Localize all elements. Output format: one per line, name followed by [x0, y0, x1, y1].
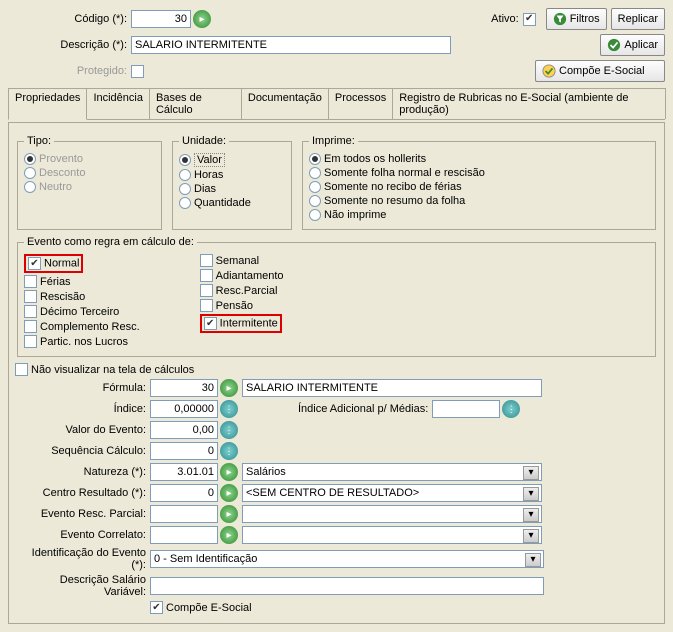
rescp-dropdown[interactable] [242, 505, 542, 523]
imprime-group: Imprime: Em todos os hollerits Somente f… [302, 135, 656, 230]
radio-recibo-ferias[interactable] [309, 181, 321, 193]
tab-registro[interactable]: Registro de Rubricas no E-Social (ambien… [392, 88, 666, 119]
formula-input[interactable] [150, 379, 218, 397]
valor-input[interactable] [150, 421, 218, 439]
radio-provento [24, 153, 36, 165]
radio-resumo-folha[interactable] [309, 195, 321, 207]
indice-add-input[interactable] [432, 400, 500, 418]
aplicar-button[interactable]: Aplicar [600, 34, 665, 56]
ident-dropdown[interactable]: 0 - Sem Identificação [150, 550, 544, 568]
chk-rescisao[interactable] [24, 290, 37, 303]
regra-group: Evento como regra em cálculo de: Normal … [17, 236, 656, 357]
centro-dropdown[interactable]: <SEM CENTRO DE RESULTADO> [242, 484, 542, 502]
radio-quantidade[interactable] [179, 197, 191, 209]
protegido-label: Protegido: [8, 65, 131, 77]
chk-intermitente[interactable] [204, 317, 217, 330]
ident-label: Identificação do Evento (*): [15, 547, 150, 571]
natureza-dropdown[interactable]: Salários [242, 463, 542, 481]
chk-complemento[interactable] [24, 320, 37, 333]
natureza-lookup-icon[interactable]: ▸ [220, 463, 238, 481]
protegido-checkbox[interactable] [131, 65, 144, 78]
radio-todos-hollerits[interactable] [309, 153, 321, 165]
chk-semanal[interactable] [200, 254, 213, 267]
chk-ferias[interactable] [24, 275, 37, 288]
radio-horas[interactable] [179, 169, 191, 181]
tipo-group: Tipo: Provento Desconto Neutro [17, 135, 162, 230]
chk-resc-parcial[interactable] [200, 284, 213, 297]
propriedades-panel: Tipo: Provento Desconto Neutro Unidade: … [8, 122, 665, 624]
formula-name-input[interactable] [242, 379, 542, 397]
descricao-input[interactable] [131, 36, 451, 54]
rescp-label: Evento Resc. Parcial: [15, 508, 150, 520]
seq-label: Sequência Cálculo: [15, 445, 150, 457]
valor-label: Valor do Evento: [15, 424, 150, 436]
tabs: Propriedades Incidência Bases de Cálculo… [8, 88, 665, 120]
radio-neutro [24, 181, 36, 193]
replicar-button[interactable]: Replicar [611, 8, 665, 30]
indice-icon[interactable]: ⋮ [220, 400, 238, 418]
correlato-label: Evento Correlato: [15, 529, 150, 541]
chk-decimo[interactable] [24, 305, 37, 318]
centro-label: Centro Resultado (*): [15, 487, 150, 499]
formula-label: Fórmula: [15, 382, 150, 394]
correlato-input[interactable] [150, 526, 218, 544]
codigo-lookup-icon[interactable]: ▸ [193, 10, 211, 28]
descsal-input[interactable] [150, 577, 544, 595]
valor-icon[interactable]: ⋮ [220, 421, 238, 439]
chk-adiantamento[interactable] [200, 269, 213, 282]
centro-input[interactable] [150, 484, 218, 502]
radio-folha-normal[interactable] [309, 167, 321, 179]
seq-icon[interactable]: ⋮ [220, 442, 238, 460]
chk-normal[interactable] [28, 257, 41, 270]
ativo-checkbox[interactable] [523, 13, 536, 26]
codigo-input[interactable] [131, 10, 191, 28]
natureza-input[interactable] [150, 463, 218, 481]
tab-propriedades[interactable]: Propriedades [8, 88, 87, 120]
filtros-button[interactable]: Filtros [546, 8, 607, 30]
rescp-lookup-icon[interactable]: ▸ [220, 505, 238, 523]
unidade-group: Unidade: Valor Horas Dias Quantidade [172, 135, 292, 230]
descricao-label: Descrição (*): [8, 39, 131, 51]
tab-processos[interactable]: Processos [328, 88, 393, 119]
correlato-lookup-icon[interactable]: ▸ [220, 526, 238, 544]
indice-label: Índice: [15, 403, 150, 415]
tab-bases[interactable]: Bases de Cálculo [149, 88, 242, 119]
chk-compoe-esocial[interactable] [150, 601, 163, 614]
descsal-label: Descrição Salário Variável: [15, 574, 150, 598]
correlato-dropdown[interactable] [242, 526, 542, 544]
radio-valor[interactable] [179, 154, 191, 166]
centro-lookup-icon[interactable]: ▸ [220, 484, 238, 502]
codigo-label: Código (*): [8, 13, 131, 25]
compoe-esocial-button[interactable]: Compõe E-Social [535, 60, 665, 82]
radio-desconto [24, 167, 36, 179]
chk-nao-visualizar[interactable] [15, 363, 28, 376]
chk-partic[interactable] [24, 335, 37, 348]
natureza-label: Natureza (*): [15, 466, 150, 478]
indice-add-icon[interactable]: ⋮ [502, 400, 520, 418]
tab-documentacao[interactable]: Documentação [241, 88, 329, 119]
seq-input[interactable] [150, 442, 218, 460]
tab-incidencia[interactable]: Incidência [86, 88, 150, 119]
ativo-label: Ativo: [491, 13, 519, 25]
radio-nao-imprime[interactable] [309, 209, 321, 221]
radio-dias[interactable] [179, 183, 191, 195]
chk-pensao[interactable] [200, 299, 213, 312]
rescp-input[interactable] [150, 505, 218, 523]
formula-lookup-icon[interactable]: ▸ [220, 379, 238, 397]
indice-add-label: Índice Adicional p/ Médias: [298, 403, 428, 415]
indice-input[interactable] [150, 400, 218, 418]
